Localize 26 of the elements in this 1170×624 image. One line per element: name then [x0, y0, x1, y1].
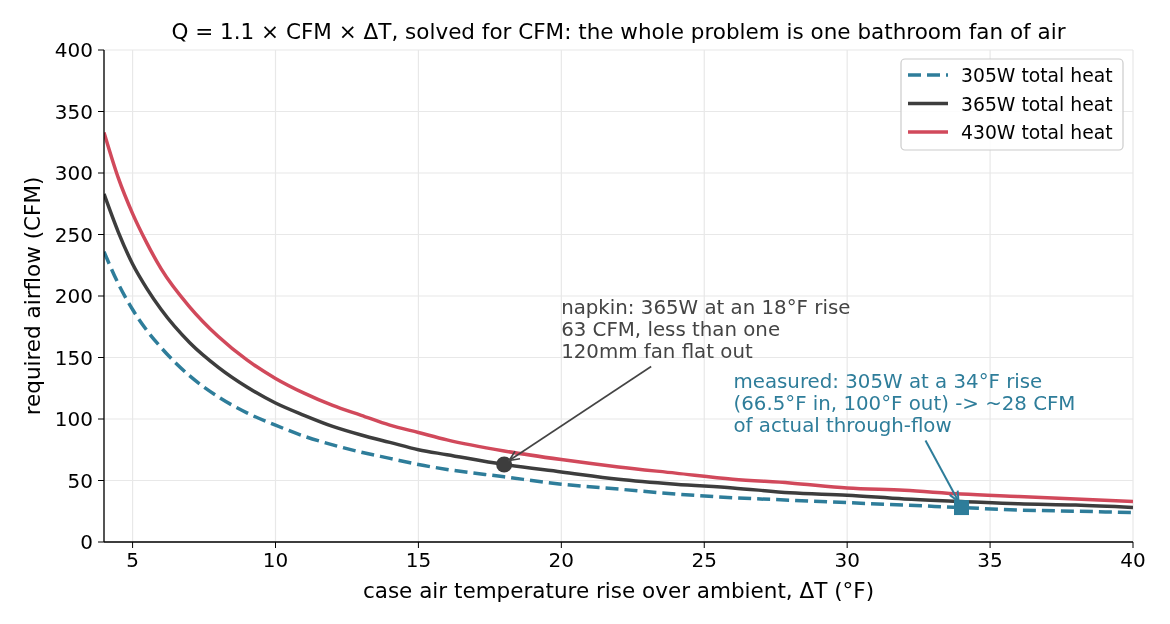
- annotation: napkin: 365W at an 18°F rise 63 CFM, less than one 120mm fan flat out: [561, 295, 851, 363]
- x-tick-label: 25: [691, 548, 717, 573]
- x-tick-label: 5: [126, 548, 139, 573]
- y-tick-label: 100: [54, 407, 93, 432]
- y-tick-label: 50: [67, 468, 93, 493]
- y-tick-label: 150: [54, 345, 93, 370]
- x-tick-label: 20: [548, 548, 575, 573]
- y-tick-label: 300: [54, 161, 93, 186]
- y-tick-label: 350: [54, 99, 93, 124]
- y-tick-label: 400: [54, 38, 93, 63]
- y-tick-label: 0: [80, 530, 93, 555]
- line-series: [104, 249, 1133, 515]
- y-axis-title: required airflow (CFM): [20, 176, 45, 416]
- legend-label: 305W total heat: [961, 64, 1113, 86]
- x-tick-label: 30: [834, 548, 860, 573]
- x-tick-label: 15: [405, 548, 432, 573]
- x-axis-title: case air temperature rise over ambient, ΔT (°F): [362, 578, 875, 603]
- chart-title: Q = 1.1 × CFM × ΔT, solved for CFM: the whole problem is one bathroom fan of air: [171, 19, 1066, 44]
- x-tick-label: 10: [262, 548, 289, 573]
- x-tick-label: 35: [977, 548, 1003, 573]
- legend-label: 430W total heat: [961, 121, 1113, 143]
- legend-label: 365W total heat: [961, 93, 1113, 114]
- y-tick-label: 250: [54, 222, 93, 247]
- y-tick-label: 200: [54, 284, 93, 309]
- annotation: measured: 305W at a 34°F rise (66.5°F in, 100°F out) -> ~28 CFM of actual through-flow: [733, 369, 1076, 437]
- x-tick-label: 40: [1120, 548, 1146, 573]
